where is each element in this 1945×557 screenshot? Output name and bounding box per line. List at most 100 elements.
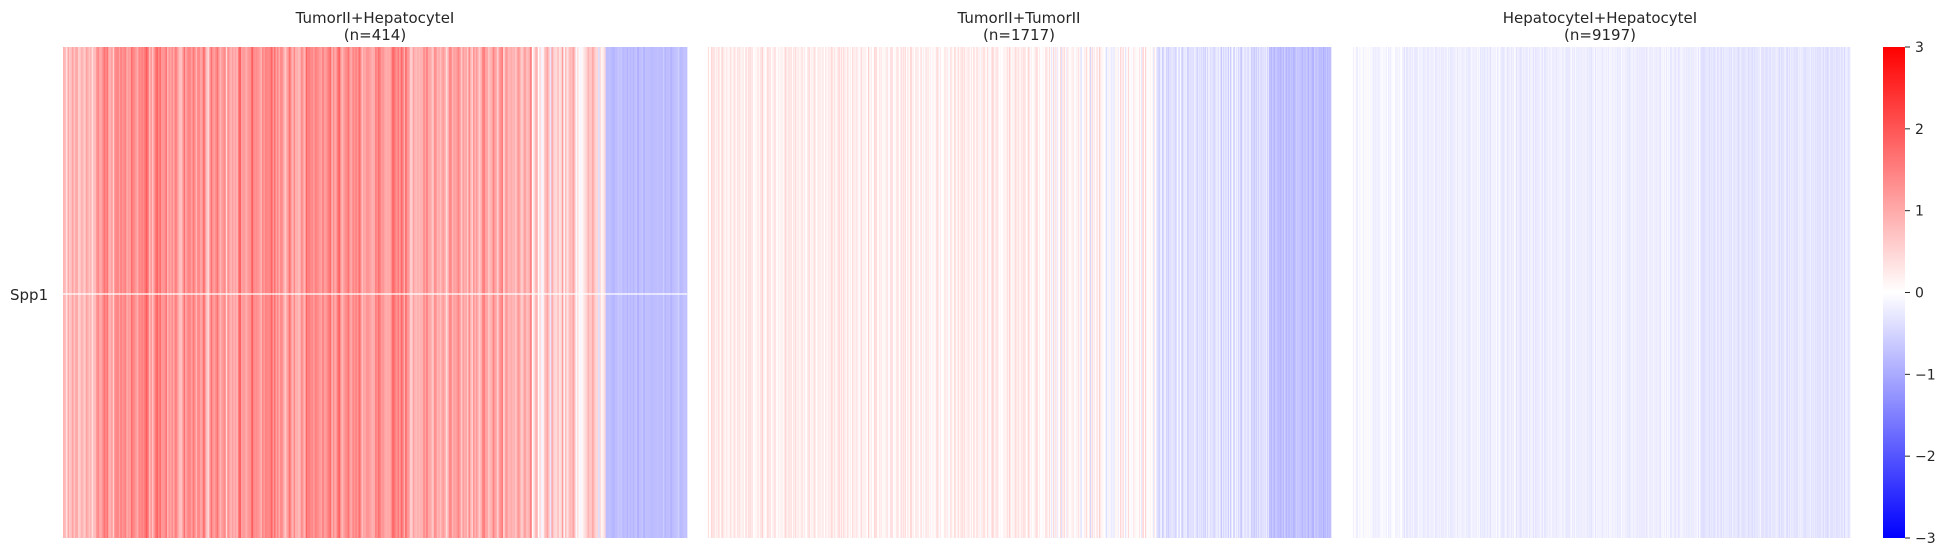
heatmap-cell [709, 47, 711, 538]
heatmap-cell [1219, 47, 1221, 538]
heatmap-cell [1561, 47, 1563, 538]
heatmap-cell [1669, 47, 1671, 538]
heatmap-cell [573, 47, 576, 538]
heatmap-cell [185, 47, 187, 538]
heatmap-cell [1736, 47, 1738, 538]
heatmap-cell [996, 47, 998, 538]
heatmap-cell [1479, 47, 1481, 538]
heatmap-cell [1619, 47, 1621, 538]
heatmap-cell [203, 47, 206, 538]
heatmap-cell [1603, 47, 1605, 538]
heatmap-cell [379, 47, 382, 538]
heatmap-cell [1468, 47, 1470, 538]
heatmap-cell [1136, 47, 1138, 538]
heatmap-cell [393, 47, 395, 538]
heatmap-cell [1798, 47, 1800, 538]
heatmap-cell [1710, 47, 1712, 538]
heatmap-cell [491, 47, 493, 538]
heatmap-cell [656, 47, 659, 538]
heatmap-cell [1413, 47, 1415, 538]
heatmap-cell [1358, 47, 1360, 538]
heatmap-cell [1106, 47, 1108, 538]
heatmap-cell [469, 47, 472, 538]
heatmap-cell [567, 47, 570, 538]
heatmap-cell [760, 47, 762, 538]
heatmap-cell [1123, 47, 1125, 538]
heatmap-cell [1679, 47, 1681, 538]
heatmap-cell [882, 47, 884, 538]
heatmap-cell [1746, 47, 1748, 538]
heatmap-cell [793, 47, 795, 538]
heatmap-cell [870, 47, 872, 538]
heatmap-cell [64, 47, 67, 538]
heatmap-cell [861, 47, 863, 538]
heatmap-cell [1233, 47, 1235, 538]
heatmap-cell [1687, 47, 1689, 538]
heatmap-cell [1009, 47, 1011, 538]
heatmap-cell [1581, 47, 1583, 538]
heatmap-cell [307, 47, 310, 538]
panel-title-tumorii-hepatocytei: TumorII+HepatocyteI (n=414) [295, 9, 455, 44]
heatmap-cell [776, 47, 778, 538]
heatmap-cell [1092, 47, 1094, 538]
heatmap-cell [1465, 47, 1467, 538]
heatmap-cell [1066, 47, 1068, 538]
heatmap-cell [1031, 47, 1033, 538]
heatmap-cell [1435, 47, 1437, 538]
heatmap-cell [1257, 47, 1259, 538]
heatmap-cell [1601, 47, 1603, 538]
heatmap-cell [352, 47, 355, 538]
heatmap-cell [1068, 47, 1070, 538]
heatmap-cell [459, 47, 462, 538]
heatmap-cell [1208, 47, 1210, 538]
heatmap-cell [1650, 47, 1652, 538]
heatmap-cell [1696, 47, 1698, 538]
heatmap-cell [1676, 47, 1678, 538]
heatmap-cell [1047, 47, 1049, 538]
heatmap-cell [1429, 47, 1431, 538]
heatmap-cell [569, 47, 572, 538]
heatmap-cell [960, 47, 962, 538]
heatmap-cell [525, 47, 528, 538]
heatmap-cell [1560, 47, 1562, 538]
heatmap-cell [515, 47, 518, 538]
heatmap-cell [1702, 47, 1704, 538]
heatmap-cell [163, 47, 166, 538]
heatmap-cell [1761, 47, 1763, 538]
heatmap-cell [1697, 47, 1699, 538]
heatmap-cell [1629, 47, 1631, 538]
heatmap-cell [1765, 47, 1767, 538]
heatmap-cell [1446, 47, 1448, 538]
heatmap-cell [1420, 47, 1422, 538]
heatmap-cell [486, 47, 489, 538]
heatmap-cell [818, 47, 820, 538]
heatmap-cell [1636, 47, 1638, 538]
heatmap-cell [123, 47, 126, 538]
heatmap-cell [1230, 47, 1232, 538]
heatmap-cell [739, 47, 741, 538]
heatmap-cell [1144, 47, 1146, 538]
heatmap-cell [1599, 47, 1601, 538]
heatmap-cell [417, 47, 420, 538]
heatmap-cell [761, 47, 763, 538]
heatmap-cell [1193, 47, 1195, 538]
heatmap-cell [1249, 47, 1251, 538]
heatmap-cell [1709, 47, 1711, 538]
heatmap-cell [1253, 47, 1255, 538]
heatmap-cell [432, 47, 435, 538]
heatmap-cell [579, 47, 582, 538]
heatmap-cell [918, 47, 920, 538]
heatmap-cell [1214, 47, 1216, 538]
heatmap-cell [120, 47, 123, 538]
heatmap-cell [1482, 47, 1484, 538]
heatmap-cell [1077, 47, 1079, 538]
heatmap-cell [353, 47, 356, 538]
heatmap-cell [1490, 47, 1492, 538]
heatmap-cell [613, 47, 615, 538]
heatmap-cell [479, 47, 481, 538]
heatmap-cell [1525, 47, 1527, 538]
heatmap-cell [1534, 47, 1536, 538]
heatmap-cell [875, 47, 877, 538]
heatmap-cell [1733, 47, 1735, 538]
heatmap-cell [1171, 47, 1173, 538]
